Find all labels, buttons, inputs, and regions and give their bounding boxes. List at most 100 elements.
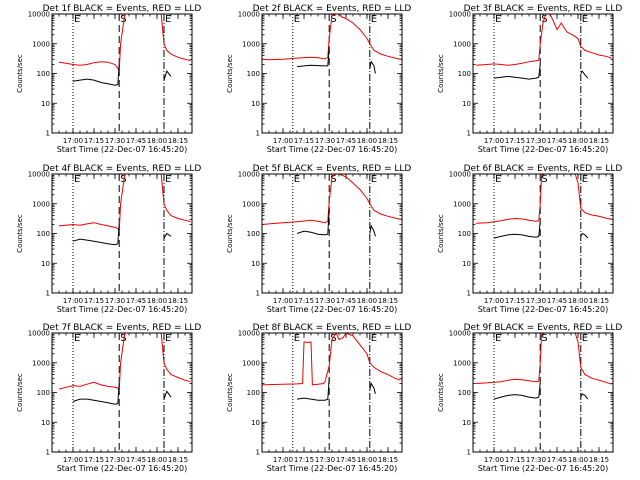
y-tick-label: 10000 xyxy=(449,171,471,179)
plot-frame xyxy=(51,332,193,453)
x-tick-label: 17:00 xyxy=(63,297,83,305)
marker-flag-label: S xyxy=(330,14,336,25)
x-tick-label: 17:00 xyxy=(63,456,83,464)
x-tick-label: 17:00 xyxy=(484,137,504,145)
marker-flag-label: E xyxy=(294,14,300,25)
lld-series-line xyxy=(262,333,401,386)
x-axis-label: Start Time (22-Dec-07 16:45:20) xyxy=(478,305,609,314)
x-tick-label: 18:00 xyxy=(357,137,377,145)
plot-frame xyxy=(472,13,614,134)
y-tick-label: 100 xyxy=(247,389,260,397)
x-tick-label: 18:00 xyxy=(147,137,167,145)
marker-flag-label: S xyxy=(120,333,126,344)
panel-title: Det 8f BLACK = Events, RED = LLD xyxy=(253,323,412,333)
x-tick-label: 17:00 xyxy=(63,137,83,145)
y-tick-label: 1 xyxy=(467,130,471,138)
x-tick-label: 17:30 xyxy=(526,297,546,305)
x-tick-label: 17:15 xyxy=(505,137,525,145)
events-series-line xyxy=(369,224,376,237)
series-group xyxy=(58,174,191,246)
y-tick-label: 100 xyxy=(458,70,471,78)
marker-flag-label: E xyxy=(495,333,501,344)
y-tick-label: 100 xyxy=(247,70,260,78)
x-tick-label: 17:45 xyxy=(336,137,356,145)
x-tick-label: 18:00 xyxy=(357,297,377,305)
y-tick-label: 10 xyxy=(41,260,50,268)
series-group xyxy=(58,333,191,405)
y-axis-label: Counts/sec xyxy=(437,54,445,93)
panel-title: Det 5f BLACK = Events, RED = LLD xyxy=(253,164,412,174)
marker-flag-label: E xyxy=(371,174,377,185)
x-tick-label: 17:00 xyxy=(484,456,504,464)
marker-flag-label: E xyxy=(165,333,171,344)
y-tick-label: 1000 xyxy=(242,200,260,208)
events-series-line xyxy=(163,232,172,239)
x-tick-label: 17:00 xyxy=(273,297,293,305)
marker-flag-label: E xyxy=(74,14,80,25)
x-tick-label: 17:30 xyxy=(526,137,546,145)
lld-series-line xyxy=(262,14,401,61)
panel-title: Det 9f BLACK = Events, RED = LLD xyxy=(464,323,623,333)
x-tick-label: 17:00 xyxy=(484,297,504,305)
panel-title: Det 6f BLACK = Events, RED = LLD xyxy=(464,164,623,174)
lld-series-line xyxy=(475,333,612,385)
y-tick-label: 100 xyxy=(37,230,50,238)
y-tick-label: 10 xyxy=(251,419,260,427)
plot-frame xyxy=(51,13,193,134)
x-tick-label: 17:00 xyxy=(273,456,293,464)
y-tick-label: 100 xyxy=(37,389,50,397)
marker-flag-label: E xyxy=(294,333,300,344)
series-group xyxy=(262,174,401,237)
x-tick-label: 18:00 xyxy=(568,297,588,305)
x-tick-label: 18:15 xyxy=(589,456,609,464)
y-axis-label: Counts/sec xyxy=(226,373,234,412)
x-tick-label: 17:45 xyxy=(126,297,146,305)
marker-flag-label: S xyxy=(330,174,336,185)
series-group xyxy=(475,14,612,80)
x-tick-label: 17:15 xyxy=(294,137,314,145)
events-series-line xyxy=(493,64,541,80)
y-tick-label: 1 xyxy=(467,290,471,298)
x-tick-label: 17:30 xyxy=(315,297,335,305)
x-axis-label: Start Time (22-Dec-07 16:45:20) xyxy=(267,145,398,154)
panel-title: Det 7f BLACK = Events, RED = LLD xyxy=(43,323,202,333)
events-series-line xyxy=(72,64,120,86)
panel-title: Det 4f BLACK = Events, RED = LLD xyxy=(43,164,202,174)
x-axis-label: Start Time (22-Dec-07 16:45:20) xyxy=(57,305,188,314)
x-tick-label: 17:30 xyxy=(105,297,125,305)
marker-flag-label: E xyxy=(582,333,588,344)
x-tick-label: 18:00 xyxy=(147,297,167,305)
y-tick-label: 1000 xyxy=(242,359,260,367)
events-series-line xyxy=(580,393,589,400)
marker-flag-label: S xyxy=(541,333,547,344)
x-tick-label: 17:15 xyxy=(84,137,104,145)
series-group xyxy=(475,333,612,400)
marker-flag-label: E xyxy=(371,14,377,25)
x-tick-label: 18:15 xyxy=(589,137,609,145)
plot-frame xyxy=(261,13,403,134)
plot-frame xyxy=(472,332,614,453)
x-axis-label: Start Time (22-Dec-07 16:45:20) xyxy=(57,145,188,154)
y-axis-label: Counts/sec xyxy=(226,54,234,93)
panel-6: 1 10 100 1000 10000 17:00 17:15 17:30 17:45 18:00… xyxy=(437,164,622,314)
x-tick-label: 18:00 xyxy=(568,456,588,464)
y-tick-label: 1000 xyxy=(453,359,471,367)
x-tick-label: 17:15 xyxy=(294,456,314,464)
x-tick-label: 17:30 xyxy=(105,456,125,464)
y-tick-label: 1 xyxy=(467,449,471,457)
series-group xyxy=(262,333,401,401)
x-axis-label: Start Time (22-Dec-07 16:45:20) xyxy=(57,464,188,473)
y-tick-label: 10000 xyxy=(28,11,50,19)
x-tick-label: 17:00 xyxy=(273,137,293,145)
y-tick-label: 100 xyxy=(458,389,471,397)
x-axis-label: Start Time (22-Dec-07 16:45:20) xyxy=(478,464,609,473)
x-tick-label: 17:15 xyxy=(84,297,104,305)
series-group xyxy=(475,174,612,239)
x-tick-label: 17:30 xyxy=(315,137,335,145)
marker-flag-label: E xyxy=(371,333,377,344)
x-tick-label: 18:15 xyxy=(168,297,188,305)
x-tick-label: 17:15 xyxy=(84,456,104,464)
events-series-line xyxy=(296,46,330,68)
marker-flag-label: E xyxy=(294,174,300,185)
